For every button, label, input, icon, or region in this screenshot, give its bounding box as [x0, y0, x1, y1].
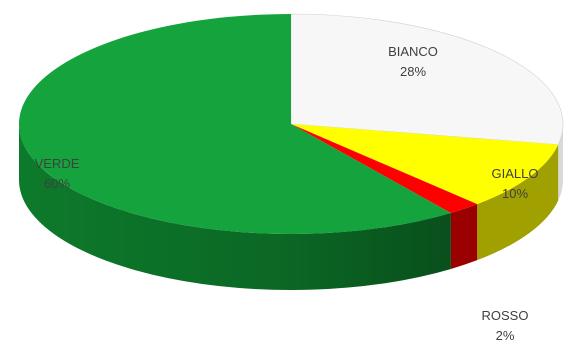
pie-side-giallo	[477, 144, 559, 261]
slice-percent-giallo: 10%	[502, 186, 528, 201]
pie-slice-rosso	[291, 124, 478, 213]
pie-side-rosso	[450, 204, 478, 269]
pie-slice-giallo	[291, 124, 559, 205]
slice-percent-rosso: 2%	[496, 328, 515, 340]
pie-labels: BIANCO 28% GIALLO 10% ROSSO 2% VERDE 60%	[35, 44, 539, 340]
pie-side-bianco	[558, 124, 563, 201]
slice-percent-bianco: 28%	[400, 64, 426, 79]
pie-tops	[18, 13, 564, 234]
slice-label-rosso: ROSSO	[482, 308, 529, 323]
pie-slice-bianco	[290, 13, 564, 145]
slice-label-bianco: BIANCO	[388, 44, 438, 59]
slice-label-verde: VERDE	[35, 156, 80, 171]
slice-label-giallo: GIALLO	[492, 166, 539, 181]
pie-side-shade	[19, 124, 451, 290]
slice-percent-verde: 60%	[44, 176, 70, 191]
pie-slice-verde	[18, 14, 451, 234]
pie-sides	[19, 124, 563, 290]
